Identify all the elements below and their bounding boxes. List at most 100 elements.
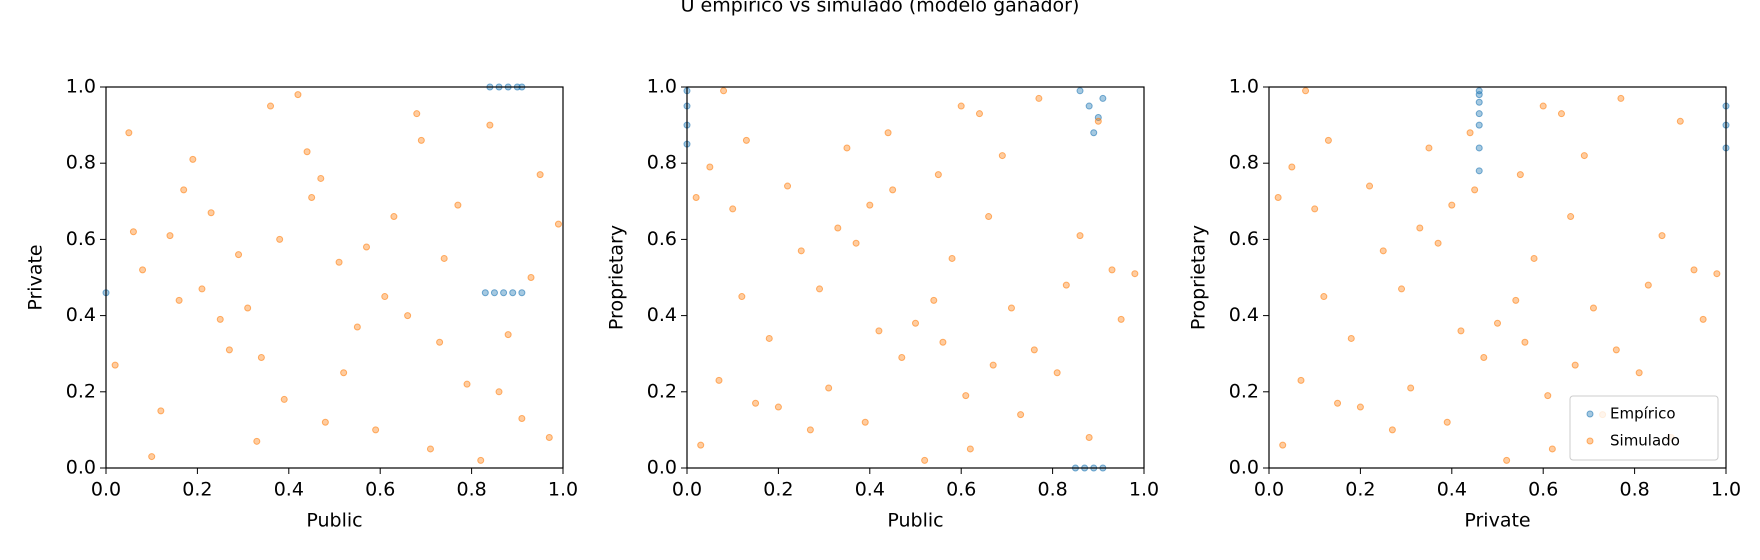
- point: [806, 426, 814, 434]
- point: [1617, 94, 1625, 102]
- point: [1076, 87, 1084, 95]
- point: [939, 338, 947, 346]
- x-tick-label: 0.6: [365, 479, 395, 501]
- point: [1379, 247, 1387, 255]
- y-axis-label: Private: [25, 244, 47, 310]
- point: [1131, 270, 1139, 278]
- point: [1443, 418, 1451, 426]
- y-axis-label: Proprietary: [606, 225, 628, 330]
- point: [509, 289, 517, 297]
- y-tick-label: 1.0: [1229, 76, 1259, 98]
- x-tick-label: 0.6: [946, 479, 976, 501]
- x-tick-label: 0.4: [855, 479, 885, 501]
- point: [1398, 285, 1406, 293]
- axes-frame: [686, 86, 1145, 469]
- y-tick-label: 0.0: [1229, 457, 1259, 479]
- y-tick-label: 0.0: [647, 457, 677, 479]
- point: [1539, 102, 1547, 110]
- x-tick-label: 0.0: [672, 479, 702, 501]
- point: [276, 235, 284, 243]
- point: [381, 293, 389, 301]
- point: [1516, 171, 1524, 179]
- point: [774, 403, 782, 411]
- point: [1612, 346, 1620, 354]
- point: [1388, 426, 1396, 434]
- point: [481, 289, 489, 297]
- point: [1544, 392, 1552, 400]
- point: [729, 205, 737, 213]
- x-tick-label: 0.2: [1345, 479, 1375, 501]
- point: [477, 456, 485, 464]
- point: [1085, 434, 1093, 442]
- point: [1311, 205, 1319, 213]
- point: [148, 453, 156, 461]
- point: [235, 251, 243, 259]
- point: [111, 361, 119, 369]
- point: [934, 171, 942, 179]
- point: [866, 201, 874, 209]
- point: [998, 152, 1006, 160]
- point: [125, 129, 133, 137]
- point: [738, 293, 746, 301]
- point: [1356, 403, 1364, 411]
- point: [921, 456, 929, 464]
- point: [545, 434, 553, 442]
- point: [1288, 163, 1296, 171]
- point: [426, 445, 434, 453]
- point: [207, 209, 215, 217]
- y-tick-label: 0.8: [1229, 152, 1259, 174]
- point: [852, 239, 860, 247]
- point: [166, 232, 174, 240]
- figure-title: U empírico vs simulado (modelo ganador): [681, 0, 1080, 17]
- point: [861, 418, 869, 426]
- point: [180, 186, 188, 194]
- point: [1571, 361, 1579, 369]
- point: [1407, 384, 1415, 392]
- y-tick-label: 0.6: [647, 228, 677, 250]
- point: [957, 102, 965, 110]
- point: [1457, 327, 1465, 335]
- point: [1475, 144, 1483, 152]
- axes-frame: [105, 86, 564, 469]
- point: [321, 418, 329, 426]
- point: [715, 376, 723, 384]
- point: [463, 380, 471, 388]
- point: [280, 395, 288, 403]
- point: [1366, 182, 1374, 190]
- x-tick-label: 0.0: [91, 479, 121, 501]
- y-tick-label: 0.4: [647, 304, 677, 326]
- point: [267, 102, 275, 110]
- y-tick-label: 0.0: [66, 457, 96, 479]
- point: [1567, 213, 1575, 221]
- point: [1589, 304, 1597, 312]
- point: [454, 201, 462, 209]
- point: [1062, 281, 1070, 289]
- point: [372, 426, 380, 434]
- point: [225, 346, 233, 354]
- legend-box: [1569, 395, 1719, 461]
- point: [898, 354, 906, 362]
- x-tick-label: 0.2: [763, 479, 793, 501]
- x-axis-label: Public: [887, 510, 943, 532]
- legend-label: Simulado: [1610, 432, 1680, 450]
- point: [518, 289, 526, 297]
- point: [834, 224, 842, 232]
- point: [198, 285, 206, 293]
- y-axis-label: Proprietary: [1188, 225, 1210, 330]
- y-tick-label: 1.0: [647, 76, 677, 98]
- point: [1475, 121, 1483, 129]
- point: [1076, 232, 1084, 240]
- point: [1030, 346, 1038, 354]
- y-tick-label: 0.6: [66, 228, 96, 250]
- point: [404, 312, 412, 320]
- point: [975, 110, 983, 118]
- x-tick-label: 0.2: [182, 479, 212, 501]
- x-tick-label: 0.8: [1619, 479, 1649, 501]
- point: [966, 445, 974, 453]
- point: [1117, 315, 1125, 323]
- y-tick-label: 0.2: [1229, 380, 1259, 402]
- point: [797, 247, 805, 255]
- point: [440, 254, 448, 262]
- x-tick-label: 0.8: [456, 479, 486, 501]
- point: [294, 91, 302, 99]
